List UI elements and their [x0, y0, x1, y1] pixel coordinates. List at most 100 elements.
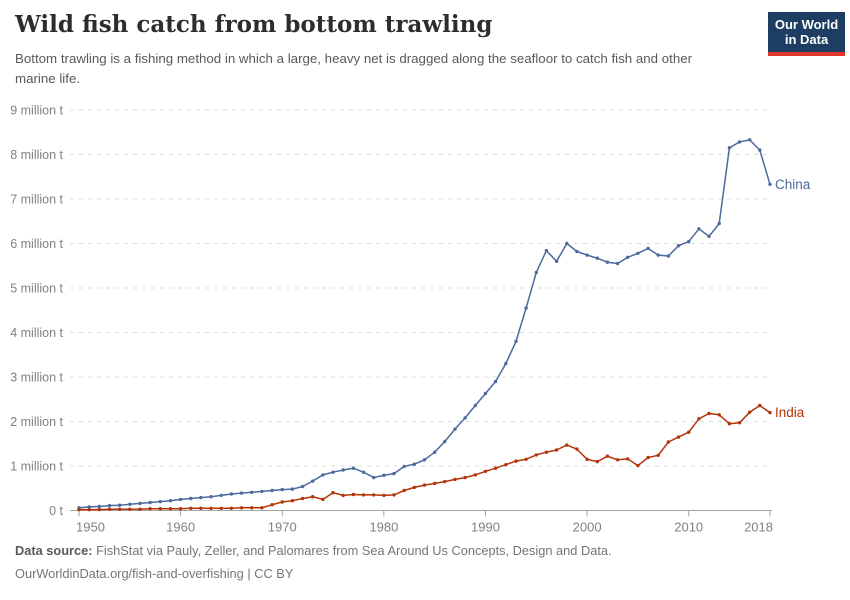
series-point-india — [422, 483, 427, 487]
series-point-india — [615, 458, 620, 462]
series-point-china — [382, 473, 386, 477]
series-point-india — [331, 491, 335, 495]
series-point-india — [504, 463, 508, 467]
series-point-china — [219, 493, 223, 498]
series-point-china — [737, 140, 742, 144]
y-tick-label: 2 million t — [10, 415, 63, 429]
series-point-china — [453, 427, 457, 431]
series-point-india — [402, 488, 406, 493]
series-point-china — [372, 475, 376, 480]
series-point-china — [97, 504, 102, 509]
series-point-china — [707, 234, 711, 239]
series-point-india — [707, 411, 711, 416]
series-point-china — [595, 256, 599, 260]
series-point-china — [605, 260, 610, 264]
series-point-india — [87, 507, 91, 512]
series-point-china — [189, 496, 193, 501]
series-point-china — [392, 471, 396, 476]
chart-subtitle: Bottom trawling is a fishing method in w… — [15, 51, 693, 87]
footer-license: CC BY — [254, 565, 294, 581]
series-point-china — [351, 466, 356, 470]
series-label-india: India — [775, 405, 805, 420]
owid-logo: Our World in Data — [768, 12, 845, 56]
y-tick-label: 9 million t — [10, 104, 63, 118]
data-source-label: Data source: — [15, 543, 93, 558]
series-point-china — [473, 403, 477, 408]
series-point-india — [727, 422, 732, 426]
y-tick-label: 6 million t — [10, 237, 63, 251]
series-point-india — [595, 459, 599, 464]
y-tick-label: 7 million t — [10, 193, 63, 207]
series-point-china — [666, 254, 671, 258]
series-point-india — [534, 453, 538, 457]
footer-credit-line: OurWorldinData.org/fish-and-overfishing … — [15, 563, 612, 586]
series-point-india — [626, 457, 630, 461]
series-point-india — [219, 506, 223, 510]
series-point-china — [524, 306, 528, 310]
series-point-india — [311, 495, 315, 499]
series-point-china — [239, 491, 244, 495]
series-point-china — [290, 487, 295, 491]
x-tick-label: 2000 — [573, 520, 602, 535]
footer-separator: | — [247, 565, 251, 581]
x-tick-label: 1970 — [268, 520, 297, 535]
series-point-china — [209, 495, 213, 499]
series-point-china — [168, 499, 173, 503]
series-point-india — [463, 475, 467, 480]
series-point-india — [341, 493, 345, 498]
series-point-india — [433, 481, 437, 486]
y-tick-label: 8 million t — [10, 148, 63, 162]
y-tick-label: 3 million t — [10, 371, 63, 385]
series-point-china — [483, 391, 488, 396]
series-point-china — [615, 261, 620, 266]
series-point-china — [443, 439, 447, 444]
series-point-india — [97, 507, 102, 512]
series-point-india — [412, 485, 416, 490]
series-point-china — [768, 182, 772, 186]
y-tick-label: 0 t — [49, 504, 63, 518]
series-point-china — [697, 227, 701, 231]
series-point-china — [717, 221, 721, 226]
owid-logo-line1: Our World — [774, 17, 839, 32]
series-point-india — [199, 506, 203, 510]
footer-url[interactable]: OurWorldinData.org/fish-and-overfishing — [15, 565, 244, 581]
series-point-china — [463, 416, 467, 420]
series-point-china — [260, 489, 264, 494]
series-point-china — [280, 487, 284, 492]
series-point-china — [433, 450, 437, 454]
series-point-china — [178, 497, 183, 502]
series-point-india — [717, 413, 721, 417]
series-point-india — [514, 459, 518, 463]
series-point-india — [676, 435, 681, 439]
x-tick-label: 2010 — [674, 520, 703, 535]
series-point-china — [270, 488, 274, 493]
series-point-india — [321, 497, 325, 502]
series-point-india — [656, 453, 660, 457]
data-source-line: Data source: FishStat via Pauly, Zeller,… — [15, 540, 612, 563]
series-point-india — [473, 473, 477, 477]
x-tick-label: 1950 — [76, 520, 105, 535]
series-point-india — [178, 507, 183, 511]
series-point-india — [605, 454, 610, 458]
series-point-china — [554, 259, 559, 263]
series-point-india — [372, 493, 376, 497]
series-point-india — [697, 417, 701, 421]
series-point-china — [687, 240, 691, 244]
series-point-china — [250, 490, 254, 494]
series-point-india — [117, 507, 122, 511]
series-point-china — [117, 503, 122, 507]
series-point-india — [148, 507, 152, 511]
series-point-china — [534, 270, 538, 275]
x-tick-label: 1990 — [471, 520, 500, 535]
series-line-china — [78, 139, 771, 509]
chart-footer: Data source: FishStat via Pauly, Zeller,… — [15, 540, 612, 586]
series-point-india — [290, 499, 295, 503]
series-point-china — [361, 470, 366, 474]
y-tick-label: 5 million t — [10, 282, 63, 296]
series-point-china — [575, 249, 579, 254]
series-point-india — [524, 457, 528, 461]
series-point-india — [128, 507, 132, 511]
series-point-india — [483, 469, 488, 473]
